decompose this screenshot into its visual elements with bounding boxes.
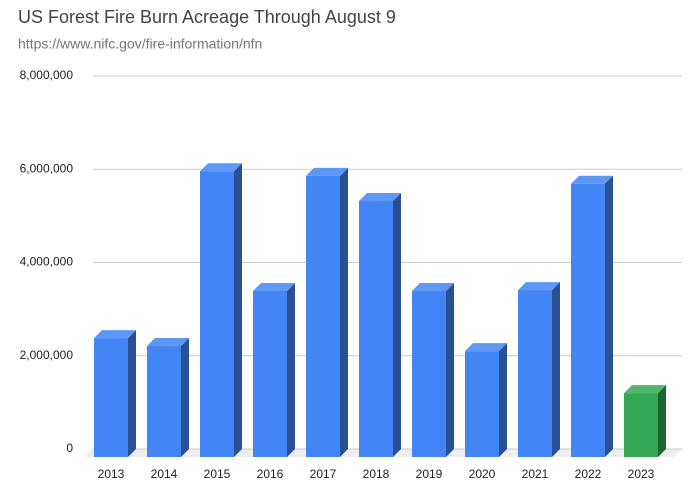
y-tick-label: 6,000,000 bbox=[20, 161, 74, 175]
bar-top bbox=[412, 283, 454, 292]
bar bbox=[624, 393, 658, 457]
bar-side bbox=[393, 193, 401, 457]
bar-top bbox=[253, 283, 295, 292]
x-tick-label: 2015 bbox=[204, 467, 231, 481]
bar bbox=[571, 183, 605, 457]
x-tick-label: 2023 bbox=[628, 467, 655, 481]
bar-top bbox=[94, 330, 136, 339]
bar-side bbox=[499, 343, 507, 457]
x-tick-label: 2019 bbox=[416, 467, 443, 481]
x-tick-label: 2022 bbox=[575, 467, 602, 481]
bar bbox=[465, 351, 499, 457]
bar-top bbox=[465, 343, 507, 352]
bar-top bbox=[200, 163, 242, 172]
bar-side bbox=[552, 282, 560, 457]
bar bbox=[359, 201, 393, 457]
x-tick-label: 2017 bbox=[310, 467, 337, 481]
bar-top bbox=[359, 193, 401, 202]
y-tick-label: 4,000,000 bbox=[20, 255, 74, 269]
bar bbox=[200, 171, 234, 457]
bar-top bbox=[518, 282, 560, 291]
x-tick-label: 2014 bbox=[151, 467, 178, 481]
y-tick-label: 8,000,000 bbox=[20, 68, 74, 82]
bar-side bbox=[287, 283, 295, 457]
bar-side bbox=[128, 330, 136, 457]
bar-top bbox=[571, 175, 613, 184]
bar-side bbox=[340, 167, 348, 457]
bar-side bbox=[181, 338, 189, 457]
chart-title: US Forest Fire Burn Acreage Through Augu… bbox=[18, 7, 396, 27]
bar-side bbox=[446, 283, 454, 457]
bar-side bbox=[234, 163, 242, 457]
x-tick-label: 2020 bbox=[469, 467, 496, 481]
bar bbox=[253, 291, 287, 457]
bar-side bbox=[658, 385, 666, 457]
x-tick-label: 2018 bbox=[363, 467, 390, 481]
bar bbox=[147, 346, 181, 457]
bar bbox=[94, 338, 128, 457]
y-tick-label: 0 bbox=[66, 441, 73, 455]
x-tick-label: 2013 bbox=[98, 467, 125, 481]
bar bbox=[412, 291, 446, 457]
chart-subtitle: https://www.nifc.gov/fire-information/nf… bbox=[18, 36, 262, 52]
bar bbox=[518, 290, 552, 457]
bar-top bbox=[306, 167, 348, 176]
x-tick-label: 2021 bbox=[522, 467, 549, 481]
x-tick-label: 2016 bbox=[257, 467, 284, 481]
bar-top bbox=[624, 385, 666, 394]
bar-side bbox=[605, 175, 613, 457]
bar bbox=[306, 175, 340, 457]
y-tick-label: 2,000,000 bbox=[20, 348, 74, 362]
bar-top bbox=[147, 338, 189, 347]
